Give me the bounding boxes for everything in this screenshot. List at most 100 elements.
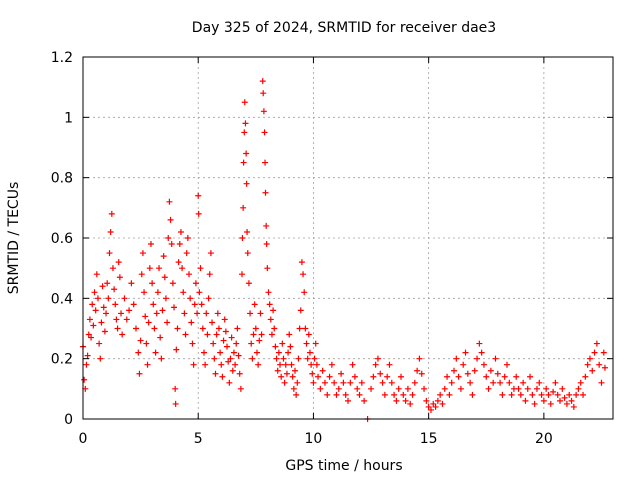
data-point — [504, 361, 510, 368]
y-tick-label: 0 — [64, 412, 73, 428]
data-point — [328, 361, 335, 368]
data-point — [111, 286, 118, 293]
data-point — [96, 340, 103, 347]
data-point — [184, 235, 191, 241]
data-point — [430, 400, 437, 407]
data-point — [218, 361, 225, 368]
data-point — [104, 280, 111, 287]
data-point — [368, 385, 375, 392]
data-point — [84, 352, 91, 359]
y-tick-label: 1 — [64, 110, 73, 126]
data-point — [263, 222, 270, 229]
data-point — [446, 391, 453, 398]
data-point — [243, 180, 250, 187]
data-point — [162, 295, 169, 302]
data-point — [118, 310, 125, 317]
data-point — [381, 391, 388, 398]
data-point — [305, 331, 312, 338]
data-point — [331, 379, 338, 386]
data-point — [414, 367, 421, 374]
data-point — [335, 385, 342, 392]
data-point — [374, 355, 381, 362]
data-point — [487, 367, 494, 374]
data-point — [195, 210, 202, 217]
data-point — [255, 361, 262, 368]
data-point — [197, 265, 204, 272]
data-point — [130, 301, 137, 308]
data-point — [290, 385, 297, 392]
data-point — [233, 340, 240, 347]
data-point — [229, 367, 236, 374]
data-point — [202, 361, 209, 368]
data-point — [490, 379, 497, 386]
data-point — [557, 397, 563, 404]
x-tick-label: 10 — [305, 431, 323, 447]
data-point — [113, 316, 120, 323]
data-point — [230, 349, 237, 356]
data-point — [485, 385, 492, 392]
data-point — [263, 241, 270, 248]
data-point — [241, 129, 248, 136]
data-point — [190, 361, 197, 368]
data-point — [204, 331, 211, 338]
data-point — [151, 325, 158, 332]
data-point — [522, 397, 529, 404]
data-point — [296, 325, 303, 332]
data-point — [225, 358, 232, 365]
data-point — [340, 379, 347, 386]
data-point — [261, 129, 268, 136]
data-point — [172, 385, 179, 392]
data-point — [286, 331, 293, 338]
data-point — [309, 370, 316, 377]
data-point — [536, 379, 543, 386]
data-point — [492, 355, 499, 362]
data-point — [377, 370, 384, 377]
data-point — [278, 373, 285, 380]
x-tick-label: 0 — [79, 431, 88, 447]
data-point — [188, 319, 195, 326]
data-point — [451, 367, 457, 374]
data-point — [437, 391, 444, 398]
data-point — [388, 379, 395, 386]
data-point — [273, 355, 280, 362]
data-point — [173, 346, 180, 353]
data-point — [100, 304, 107, 311]
data-point — [321, 379, 328, 386]
data-point — [142, 313, 149, 320]
data-point — [601, 364, 608, 371]
data-point — [515, 385, 522, 392]
data-point — [593, 340, 600, 347]
data-point — [281, 379, 288, 386]
x-tick-label: 20 — [535, 431, 553, 447]
data-point — [596, 361, 603, 368]
data-point — [166, 198, 173, 205]
data-point — [105, 295, 112, 302]
data-point — [169, 280, 176, 287]
data-point — [83, 361, 90, 368]
data-point — [418, 370, 425, 377]
data-point — [99, 283, 106, 290]
data-point — [207, 250, 214, 257]
data-point — [457, 385, 464, 392]
data-point — [550, 388, 557, 395]
data-point — [138, 271, 145, 278]
data-point — [439, 400, 446, 407]
data-point — [349, 361, 356, 368]
data-point — [582, 373, 589, 380]
data-point — [317, 385, 324, 392]
data-point — [441, 385, 448, 392]
data-point — [280, 355, 287, 362]
data-point — [210, 340, 217, 347]
data-point — [192, 280, 199, 287]
data-point — [324, 391, 331, 398]
data-point — [575, 385, 582, 392]
data-point — [145, 319, 152, 326]
data-point — [199, 325, 206, 332]
data-point — [86, 316, 93, 323]
data-point — [182, 331, 189, 338]
data-point — [139, 250, 146, 257]
data-point — [427, 406, 434, 413]
data-point — [209, 319, 216, 326]
data-point — [531, 400, 538, 407]
data-point — [566, 391, 573, 398]
